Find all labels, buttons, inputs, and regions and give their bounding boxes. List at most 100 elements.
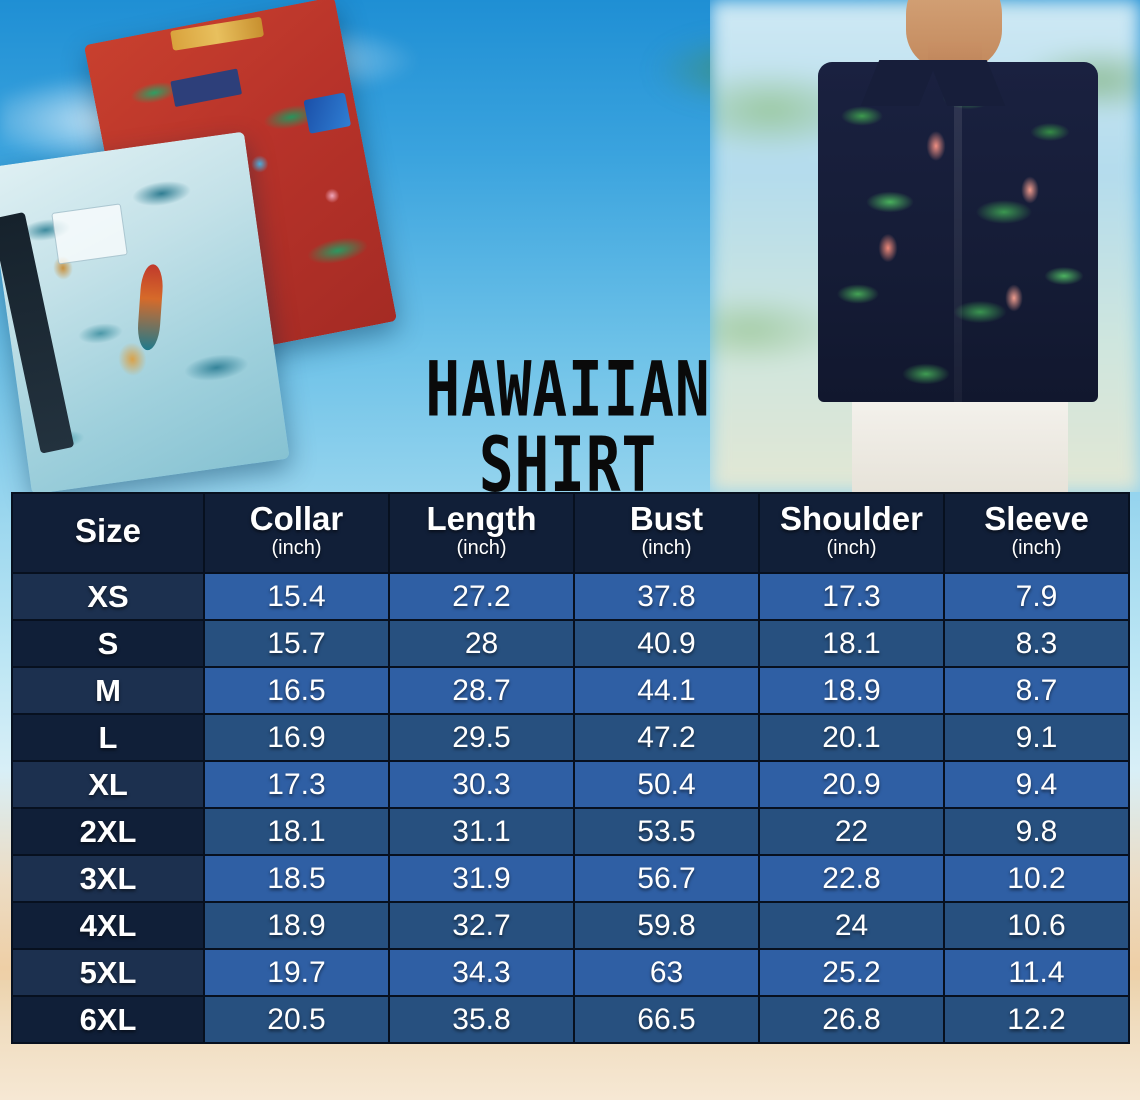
cell-shoulder-m: 18.9 — [758, 666, 945, 715]
collar-band — [169, 16, 264, 51]
cell-size-4xl: 4XL — [11, 901, 205, 950]
cell-sleeve-xl: 9.4 — [943, 760, 1130, 809]
cell-bust-xl: 50.4 — [573, 760, 760, 809]
cell-length-l: 29.5 — [388, 713, 575, 762]
parrot-motif — [136, 263, 165, 351]
cell-shoulder-3xl: 22.8 — [758, 854, 945, 903]
header-label-shoulder: Shoulder — [779, 499, 923, 537]
cell-collar-s: 15.7 — [203, 619, 390, 668]
cell-bust-xs: 37.8 — [573, 572, 760, 621]
cell-sleeve-3xl: 10.2 — [943, 854, 1130, 903]
cell-length-xs: 27.2 — [388, 572, 575, 621]
cell-size-xl: XL — [11, 760, 205, 809]
cell-size-2xl: 2XL — [11, 807, 205, 856]
header-label-collar: Collar — [249, 499, 344, 537]
cell-shoulder-s: 18.1 — [758, 619, 945, 668]
cell-shoulder-5xl: 25.2 — [758, 948, 945, 997]
cell-collar-l: 16.9 — [203, 713, 390, 762]
cell-collar-4xl: 18.9 — [203, 901, 390, 950]
cell-bust-m: 44.1 — [573, 666, 760, 715]
cell-collar-xl: 17.3 — [203, 760, 390, 809]
header-cell-size: Size — [11, 492, 205, 574]
header-unit-bust: (inch) — [641, 537, 692, 560]
cell-bust-2xl: 53.5 — [573, 807, 760, 856]
table-row: 6XL 20.5 35.8 66.5 26.8 12.2 — [11, 995, 1130, 1044]
cell-length-6xl: 35.8 — [388, 995, 575, 1044]
table-row: 4XL 18.9 32.7 59.8 24 10.6 — [11, 901, 1130, 950]
cell-sleeve-4xl: 10.6 — [943, 901, 1130, 950]
cell-size-6xl: 6XL — [11, 995, 205, 1044]
header-label-size: Size — [74, 512, 142, 549]
cell-size-m: M — [11, 666, 205, 715]
cell-collar-m: 16.5 — [203, 666, 390, 715]
cell-length-m: 28.7 — [388, 666, 575, 715]
cell-sleeve-6xl: 12.2 — [943, 995, 1130, 1044]
model-white-pants — [852, 388, 1068, 492]
table-body: XS 15.4 27.2 37.8 17.3 7.9 S 15.7 28 40.9 18.1 8.3 M… — [11, 572, 1130, 1044]
cell-collar-xs: 15.4 — [203, 572, 390, 621]
cell-shoulder-l: 20.1 — [758, 713, 945, 762]
cell-sleeve-s: 8.3 — [943, 619, 1130, 668]
cell-bust-4xl: 59.8 — [573, 901, 760, 950]
cell-sleeve-5xl: 11.4 — [943, 948, 1130, 997]
header-unit-length: (inch) — [456, 537, 507, 560]
cell-shoulder-6xl: 26.8 — [758, 995, 945, 1044]
header-cell-shoulder: Shoulder (inch) — [758, 492, 945, 574]
model-photo — [710, 0, 1140, 492]
size-chart-table: Size Collar (inch) Length (inch) Bust (i… — [11, 492, 1130, 1044]
table-row: XS 15.4 27.2 37.8 17.3 7.9 — [11, 572, 1130, 621]
table-row: 5XL 19.7 34.3 63 25.2 11.4 — [11, 948, 1130, 997]
size-label-tag — [170, 68, 243, 108]
table-row: XL 17.3 30.3 50.4 20.9 9.4 — [11, 760, 1130, 809]
cell-shoulder-4xl: 24 — [758, 901, 945, 950]
cell-collar-6xl: 20.5 — [203, 995, 390, 1044]
header-unit-sleeve: (inch) — [1011, 537, 1062, 560]
cell-bust-s: 40.9 — [573, 619, 760, 668]
header-label-bust: Bust — [629, 499, 704, 537]
cell-length-3xl: 31.9 — [388, 854, 575, 903]
cell-sleeve-m: 8.7 — [943, 666, 1130, 715]
header-cell-collar: Collar (inch) — [203, 492, 390, 574]
header-cell-bust: Bust (inch) — [573, 492, 760, 574]
cell-bust-l: 47.2 — [573, 713, 760, 762]
cell-bust-6xl: 66.5 — [573, 995, 760, 1044]
cell-size-5xl: 5XL — [11, 948, 205, 997]
header-cell-sleeve: Sleeve (inch) — [943, 492, 1130, 574]
cell-length-5xl: 34.3 — [388, 948, 575, 997]
cell-shoulder-2xl: 22 — [758, 807, 945, 856]
chest-pocket — [51, 203, 128, 265]
cell-length-s: 28 — [388, 619, 575, 668]
cell-sleeve-2xl: 9.8 — [943, 807, 1130, 856]
cell-collar-3xl: 18.5 — [203, 854, 390, 903]
cell-size-3xl: 3XL — [11, 854, 205, 903]
cell-sleeve-xs: 7.9 — [943, 572, 1130, 621]
header-label-length: Length — [426, 499, 537, 537]
cell-length-4xl: 32.7 — [388, 901, 575, 950]
table-row: 3XL 18.5 31.9 56.7 22.8 10.2 — [11, 854, 1130, 903]
cell-bust-5xl: 63 — [573, 948, 760, 997]
table-row: M 16.5 28.7 44.1 18.9 8.7 — [11, 666, 1130, 715]
header-row: Size Collar (inch) Length (inch) Bust (i… — [11, 492, 1130, 574]
blue-hawaiian-shirt-image — [0, 131, 290, 495]
header-unit-collar: (inch) — [271, 537, 322, 560]
cell-size-s: S — [11, 619, 205, 668]
cell-bust-3xl: 56.7 — [573, 854, 760, 903]
cell-collar-2xl: 18.1 — [203, 807, 390, 856]
header-label-sleeve: Sleeve — [984, 499, 1089, 537]
header-cell-length: Length (inch) — [388, 492, 575, 574]
header-unit-shoulder: (inch) — [826, 537, 877, 560]
cell-length-xl: 30.3 — [388, 760, 575, 809]
size-chart-table-wrap: Size Collar (inch) Length (inch) Bust (i… — [11, 492, 1130, 1044]
cell-sleeve-l: 9.1 — [943, 713, 1130, 762]
page-title: HAWAIIAN SHIRT — [425, 344, 711, 510]
navy-flamingo-shirt-image — [818, 62, 1098, 402]
cell-shoulder-xs: 17.3 — [758, 572, 945, 621]
table-row: S 15.7 28 40.9 18.1 8.3 — [11, 619, 1130, 668]
cell-length-2xl: 31.1 — [388, 807, 575, 856]
table-header: Size Collar (inch) Length (inch) Bust (i… — [11, 492, 1130, 574]
cell-shoulder-xl: 20.9 — [758, 760, 945, 809]
brand-tag — [303, 92, 352, 134]
cell-size-xs: XS — [11, 572, 205, 621]
table-row: L 16.9 29.5 47.2 20.1 9.1 — [11, 713, 1130, 762]
table-row: 2XL 18.1 31.1 53.5 22 9.8 — [11, 807, 1130, 856]
